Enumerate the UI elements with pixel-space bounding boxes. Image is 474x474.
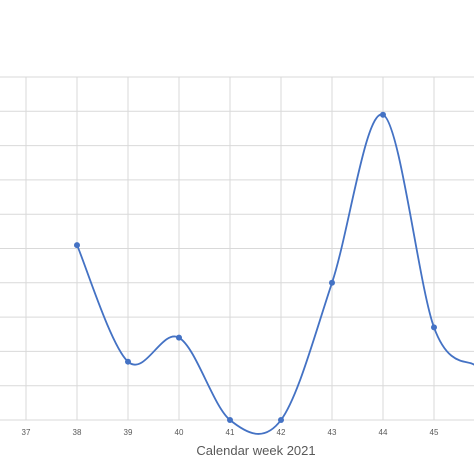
data-point [380,111,386,118]
x-tick-label: 42 [277,428,286,437]
gridlines [0,76,474,421]
data-point [227,417,233,423]
data-point [278,417,284,423]
x-axis-label: Calendar week 2021 [196,443,315,458]
data-point [125,358,131,365]
series-line [76,113,474,435]
x-tick-label: 41 [226,428,235,437]
x-tick-labels: 37 38 39 40 41 42 43 44 45 [22,428,439,437]
x-tick-label: 37 [22,428,31,437]
x-tick-label: 45 [430,428,439,437]
data-point [329,279,335,286]
data-point [74,242,80,249]
x-tick-label: 39 [124,428,133,437]
x-tick-label: 43 [328,428,337,437]
data-point [431,324,437,331]
x-tick-label: 44 [379,428,388,437]
x-tick-label: 38 [73,428,82,437]
series-layer [74,111,474,435]
data-point [176,334,182,341]
x-tick-label: 40 [175,428,184,437]
